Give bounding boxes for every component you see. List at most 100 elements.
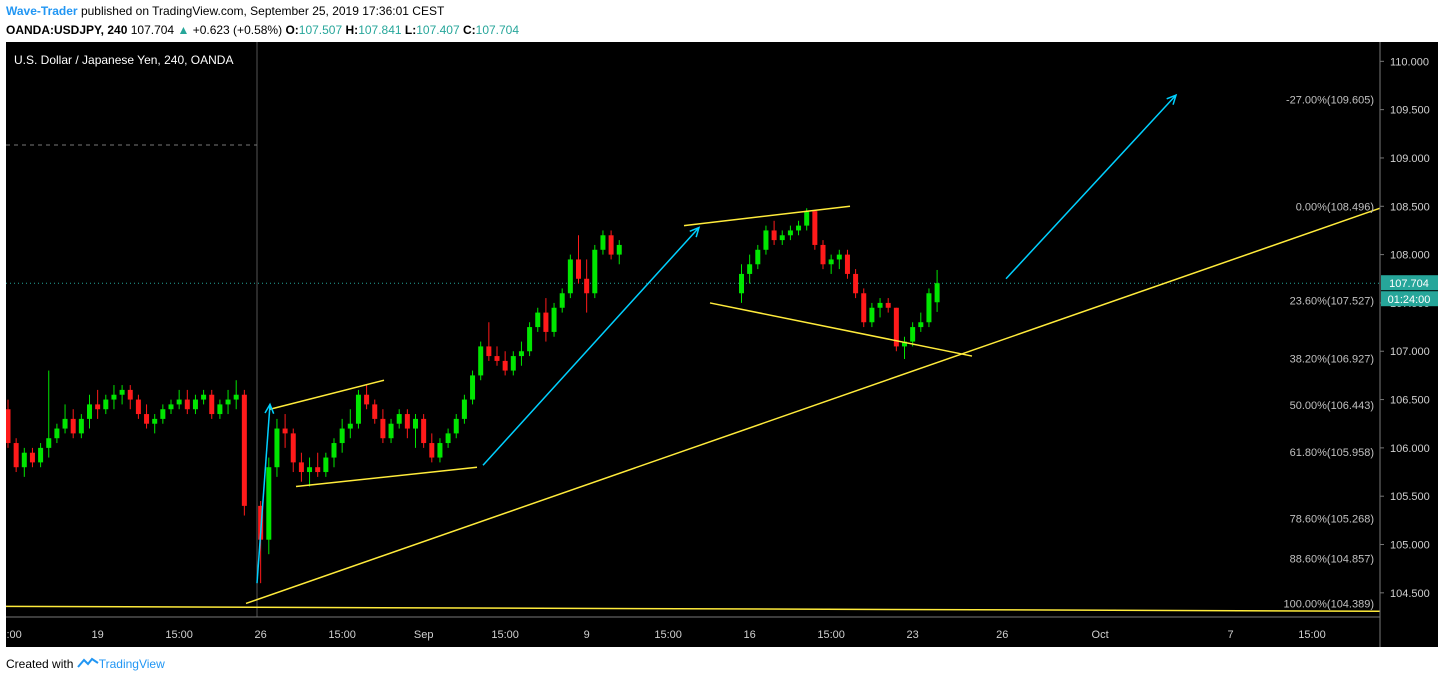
candle — [413, 414, 418, 448]
y-tick-label: 109.500 — [1390, 105, 1430, 117]
candle-body — [869, 307, 875, 323]
candle-body — [6, 409, 11, 444]
candle — [437, 438, 443, 463]
created-with-text: Created with — [6, 657, 74, 671]
trend-line — [269, 379, 385, 410]
candle — [771, 220, 777, 245]
candle — [877, 298, 883, 318]
candle-body — [828, 259, 834, 265]
candle — [184, 389, 190, 415]
price-chart[interactable]: U.S. Dollar / Japanese Yen, 240, OANDA -… — [6, 42, 1438, 647]
current-price-tag — [1381, 275, 1438, 291]
candle — [445, 428, 451, 448]
candle — [600, 230, 606, 255]
footer: Created with TradingView — [6, 657, 165, 671]
candle — [543, 298, 549, 342]
candle-body — [478, 346, 484, 376]
candle — [836, 249, 842, 270]
candle-body — [902, 341, 907, 347]
candle — [46, 370, 52, 458]
candle-body — [127, 389, 133, 400]
candle-body — [747, 264, 753, 274]
low-label: L: — [404, 23, 417, 37]
candle-body — [87, 404, 92, 419]
x-tick-label: 7 — [1227, 629, 1233, 641]
candle — [201, 389, 207, 405]
candle-body — [290, 433, 296, 463]
tradingview-link[interactable]: TradingView — [98, 657, 165, 671]
candle — [372, 399, 378, 424]
candle-body — [445, 433, 451, 444]
candle — [355, 389, 361, 429]
y-tick-label: 105.500 — [1390, 491, 1430, 503]
y-tick-label: 108.500 — [1390, 201, 1430, 213]
candle — [584, 259, 590, 313]
candle — [861, 288, 867, 328]
symbol-name: OANDA:USDJPY, 240 — [6, 23, 128, 37]
candle — [38, 443, 44, 468]
arrow-shaft — [256, 404, 271, 584]
x-tick-label: 15:00 — [817, 629, 845, 641]
candle-body — [217, 404, 223, 415]
candle — [192, 394, 198, 415]
candle — [527, 322, 533, 357]
candle-body — [518, 351, 524, 357]
fib-level-label: 61.80%(105.958) — [1290, 447, 1374, 459]
candle-body — [152, 418, 158, 424]
candle-body — [763, 230, 769, 250]
candle — [323, 452, 329, 477]
candle — [380, 409, 386, 444]
candle-body — [844, 254, 850, 274]
candle-body — [46, 438, 52, 448]
x-tick-label: 15:00 — [6, 629, 22, 641]
candle — [755, 244, 761, 270]
arrow-head-icon — [689, 226, 701, 238]
arrow-shaft — [1005, 94, 1177, 280]
candle — [510, 351, 516, 376]
candle — [518, 341, 524, 366]
candle — [470, 370, 476, 405]
candle-body — [592, 249, 598, 294]
candle-body — [470, 375, 476, 400]
x-tick-label: 26 — [255, 629, 267, 641]
candle-body — [421, 418, 427, 444]
close-value: 107.704 — [475, 23, 520, 37]
candle — [934, 269, 940, 312]
x-tick-label: 9 — [584, 629, 590, 641]
author-link[interactable]: Wave-Trader — [6, 4, 78, 18]
close-label: C: — [462, 23, 476, 37]
candle — [502, 351, 508, 376]
candle-body — [62, 418, 68, 429]
candle — [608, 230, 614, 260]
candle — [119, 385, 125, 405]
candle-body — [404, 414, 410, 429]
candle-body — [95, 404, 101, 410]
candle — [486, 322, 492, 361]
candle — [787, 225, 793, 241]
arrow-head-icon — [1166, 93, 1178, 105]
candle-body — [38, 447, 44, 463]
trend-line — [6, 605, 1381, 612]
low-value: 107.407 — [416, 23, 460, 37]
y-tick-label: 108.000 — [1390, 250, 1430, 262]
candle — [290, 428, 296, 473]
candle-body — [339, 428, 345, 444]
chart-title: U.S. Dollar / Japanese Yen, 240, OANDA — [14, 53, 233, 67]
x-tick-label: 15:00 — [1298, 629, 1326, 641]
candle-body — [437, 443, 443, 458]
candle-body — [282, 428, 288, 434]
candle — [298, 452, 304, 482]
candle — [217, 399, 223, 419]
candle — [869, 302, 875, 328]
fib-level-label: 78.60%(105.268) — [1290, 514, 1374, 526]
candle-body — [616, 244, 622, 255]
candle — [853, 269, 859, 299]
candle — [820, 240, 826, 270]
candle-body — [510, 356, 516, 371]
candle-body — [241, 394, 247, 506]
candle-body — [739, 273, 744, 294]
candle-body — [779, 235, 785, 241]
candle-body — [274, 428, 280, 468]
candle-body — [543, 312, 549, 332]
candle — [535, 307, 541, 332]
